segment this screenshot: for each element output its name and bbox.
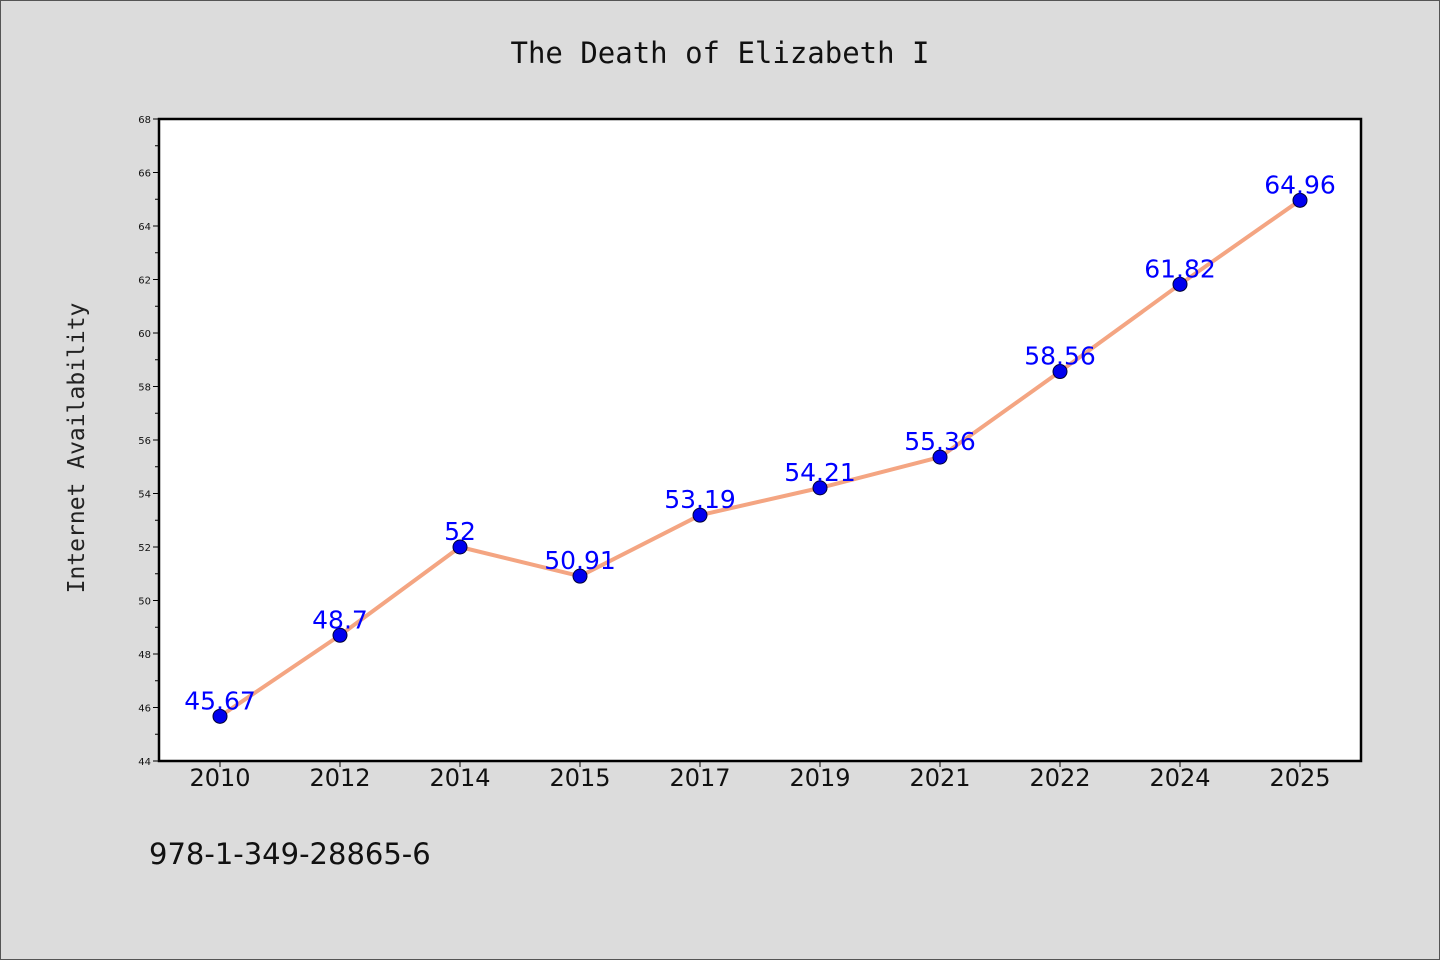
data-point (932, 449, 948, 465)
x-tick-label: 2012 (309, 764, 370, 792)
x-tick-label: 2024 (1149, 764, 1210, 792)
y-tick-label: 66 (138, 169, 151, 180)
plot-area (157, 117, 1363, 763)
y-tick-label: 68 (138, 115, 151, 126)
data-label: 61.82 (1144, 254, 1216, 283)
chart-title: The Death of Elizabeth I (510, 36, 929, 70)
x-tick-label: 2017 (669, 764, 730, 792)
data-point (1172, 276, 1188, 292)
data-point (452, 539, 468, 555)
data-point (1052, 364, 1068, 380)
x-tick-label: 2014 (429, 764, 490, 792)
y-tick-label: 48 (138, 650, 151, 661)
y-tick-label: 56 (138, 436, 151, 447)
y-axis-label: Internet Availability (64, 303, 90, 594)
data-label: 45.67 (184, 686, 256, 715)
data-point (212, 708, 228, 724)
data-point (692, 507, 708, 523)
y-tick-label: 44 (138, 757, 151, 768)
data-point (1292, 192, 1308, 208)
y-axis-ticks: 44 46 48 50 52 54 56 58 60 62 64 66 68 (138, 115, 159, 768)
data-label: 52 (444, 517, 476, 546)
data-label: 53.19 (664, 485, 736, 514)
x-axis-ticks: 2010 2012 2014 2015 2017 2019 2021 2022 2024 2025 (189, 761, 1331, 792)
isbn-footer: 978-1-349-28865-6 (149, 837, 431, 871)
data-label: 48.7 (312, 605, 368, 634)
y-tick-label: 60 (138, 329, 151, 340)
data-point (812, 480, 828, 496)
x-tick-label: 2010 (189, 764, 250, 792)
x-tick-label: 2022 (1029, 764, 1090, 792)
data-label: 58.56 (1024, 342, 1096, 371)
data-point (332, 627, 348, 643)
y-tick-label: 64 (138, 222, 151, 233)
data-label: 55.36 (904, 427, 976, 456)
series-layer (212, 192, 1308, 724)
y-tick-label: 46 (138, 704, 151, 715)
x-tick-label: 2021 (909, 764, 970, 792)
data-label: 64.96 (1264, 170, 1336, 199)
y-tick-label: 58 (138, 383, 151, 394)
x-tick-label: 2025 (1269, 764, 1330, 792)
x-tick-label: 2019 (789, 764, 850, 792)
y-tick-label: 54 (138, 490, 151, 501)
y-tick-label: 52 (138, 543, 151, 554)
data-label: 54.21 (784, 458, 856, 487)
x-tick-label: 2015 (549, 764, 610, 792)
data-label: 50.91 (544, 546, 616, 575)
data-point (572, 568, 588, 584)
y-tick-label: 62 (138, 276, 151, 287)
series-line (218, 198, 1302, 718)
data-labels-layer: 45.67 48.7 52 50.91 53.19 54.21 55.36 58.56 61.8… (184, 170, 1336, 715)
y-tick-label: 50 (138, 597, 151, 608)
